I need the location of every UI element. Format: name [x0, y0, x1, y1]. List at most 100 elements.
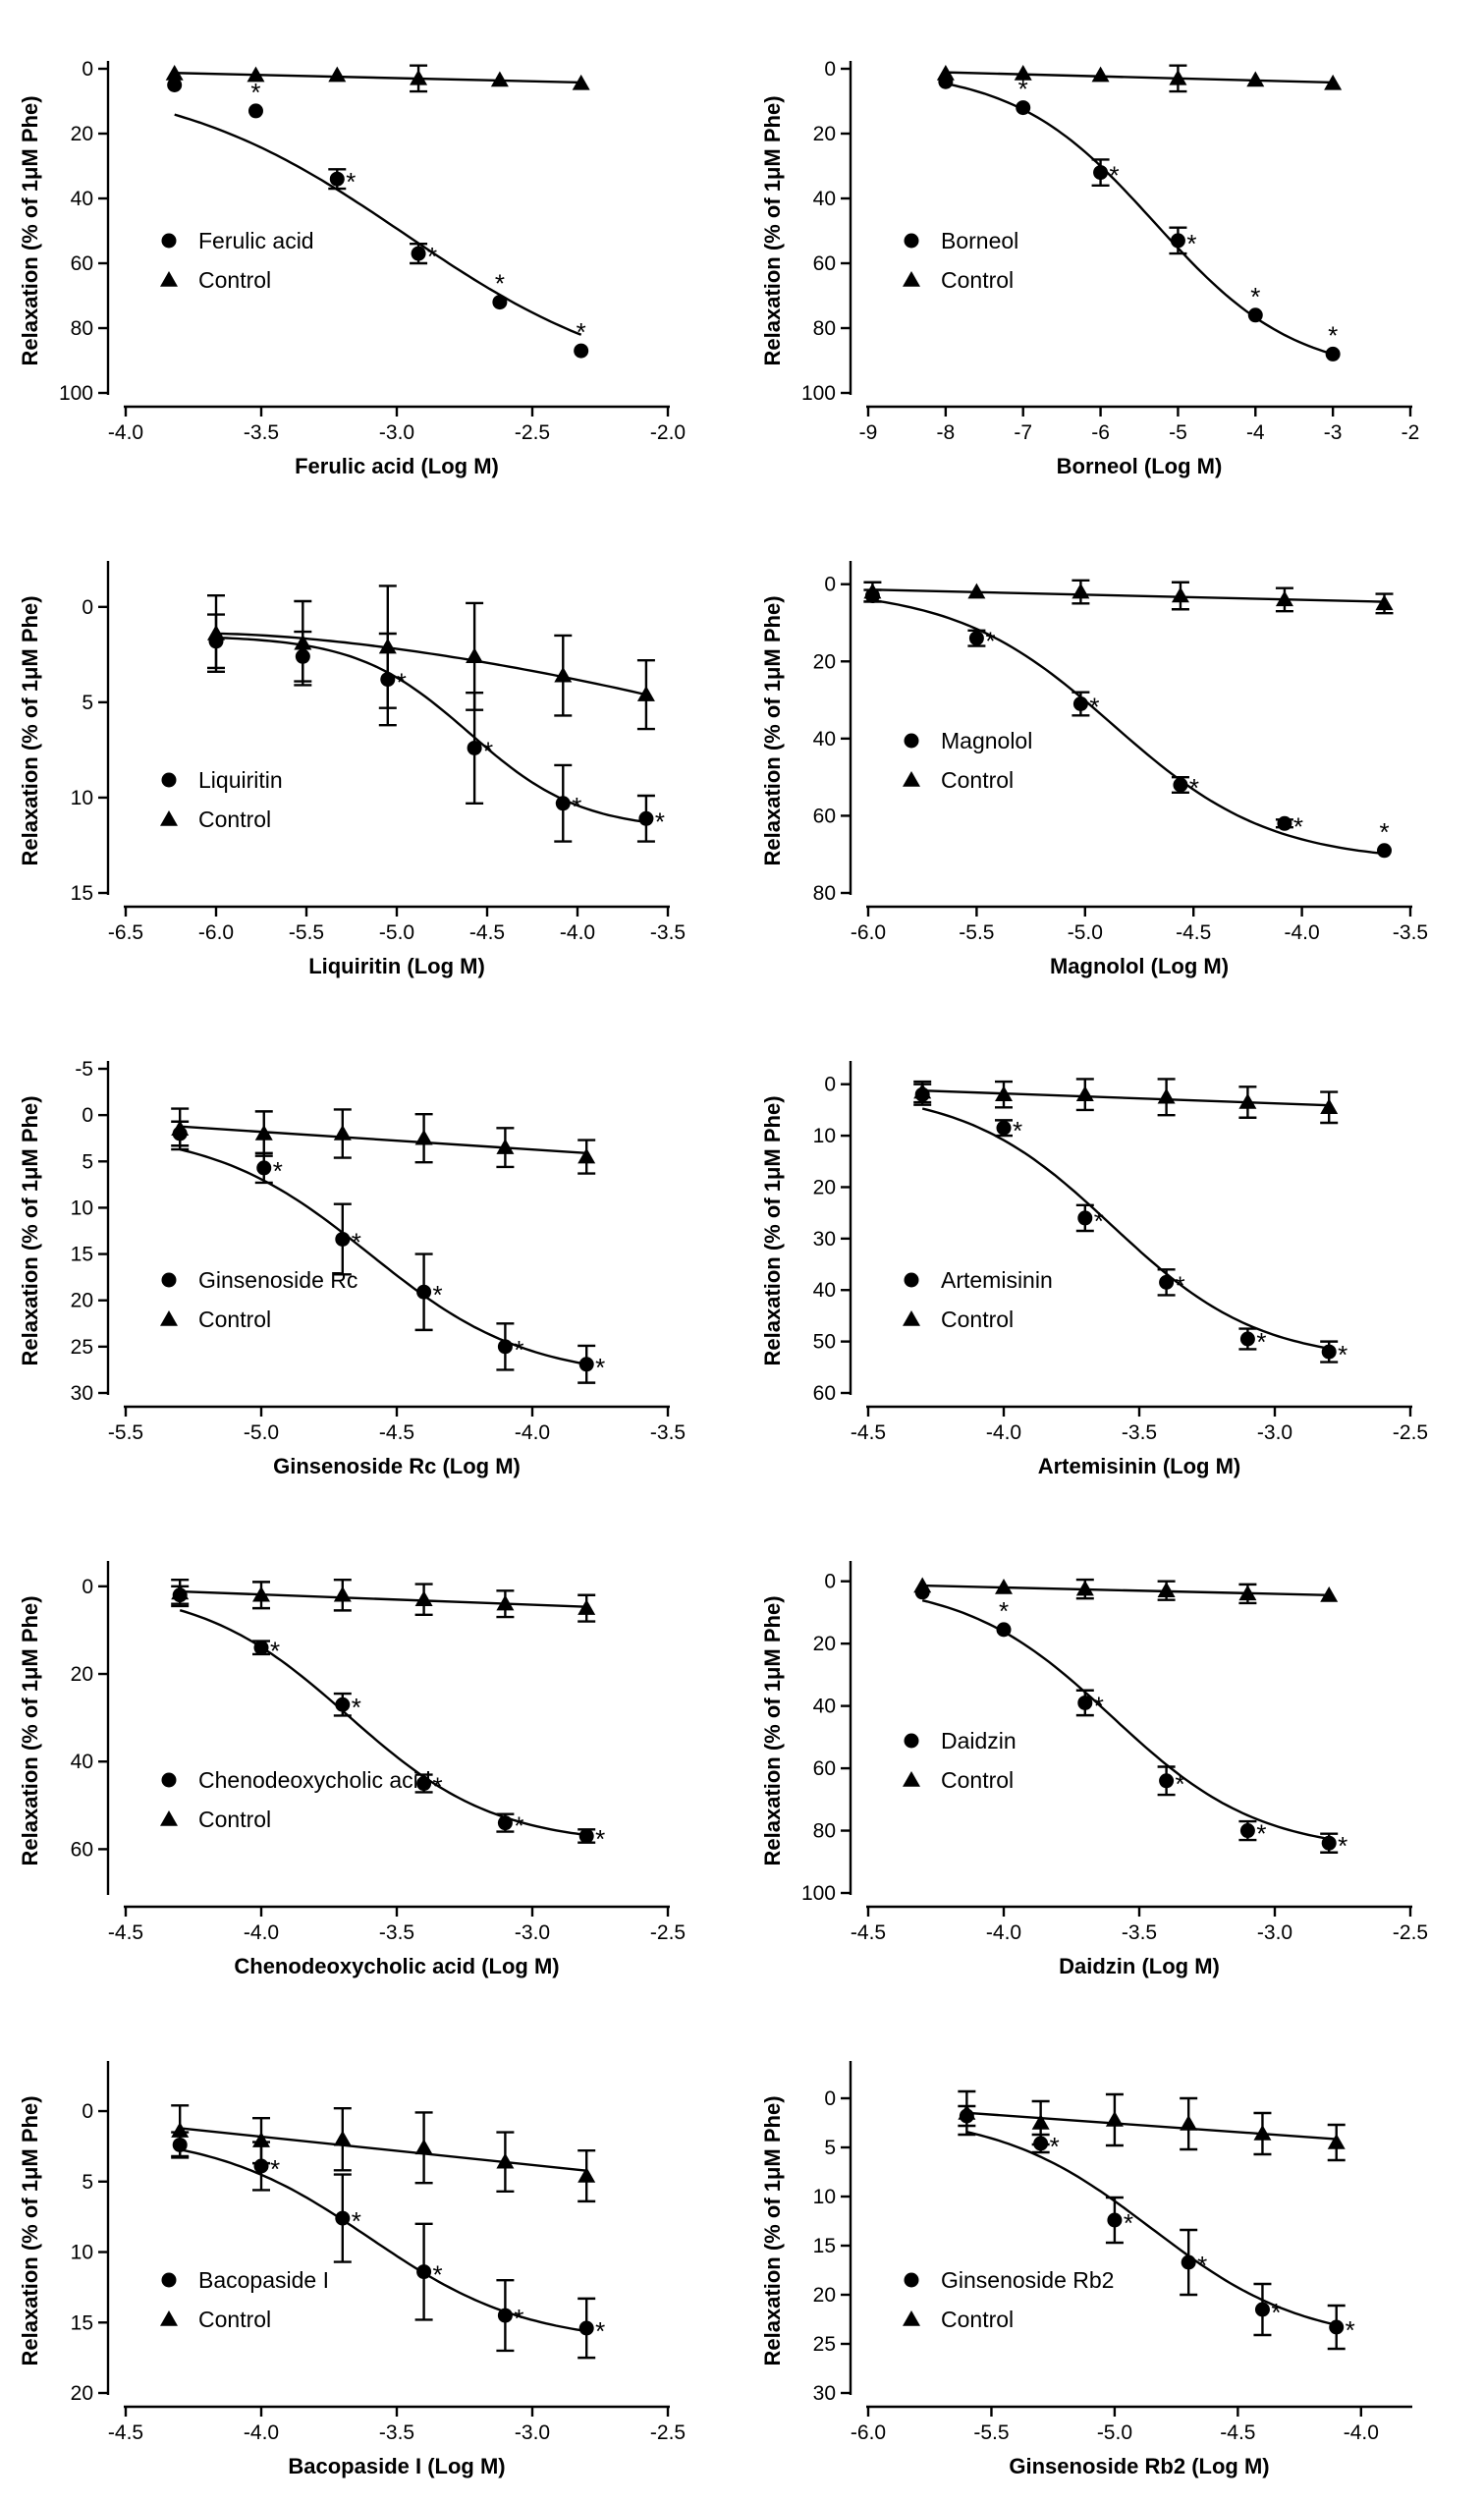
y-tick-label: 20 [813, 2284, 836, 2307]
data-point [335, 2210, 351, 2226]
fit-curve [180, 1589, 587, 1608]
control-series [936, 64, 1343, 93]
data-point [1075, 1085, 1094, 1101]
chart-svg: 0 20 40 60 80 Relaxation (% of 1μM Phe) -6.0 -5… [760, 561, 1428, 978]
data-point [913, 1083, 932, 1099]
fit-curve [922, 1584, 1330, 1597]
data-point [958, 2104, 976, 2120]
data-point [378, 638, 397, 654]
x-tick-label: -2.5 [650, 2421, 686, 2444]
x-tick-label: -3.5 [1393, 921, 1428, 944]
significance-marker: * [1250, 282, 1260, 311]
data-point [967, 583, 986, 599]
data-point [1325, 346, 1341, 362]
fit-curve [215, 636, 647, 824]
data-point [252, 2132, 270, 2147]
control-series [165, 64, 590, 93]
significance-marker: * [1050, 2132, 1060, 2161]
data-point [1329, 2319, 1345, 2335]
significance-marker: * [273, 1156, 283, 1186]
significance-marker: * [1089, 693, 1099, 722]
y-axis-title: Relaxation (% of 1μM Phe) [760, 2095, 785, 2365]
significance-marker: * [514, 2304, 523, 2333]
data-point [1157, 1582, 1176, 1597]
data-point [1327, 2134, 1346, 2149]
data-point [416, 1284, 432, 1300]
significance-marker: * [1256, 1327, 1266, 1357]
data-point [414, 1129, 433, 1145]
x-tick-label: -3.5 [379, 1921, 414, 1944]
y-axis-title: Relaxation (% of 1μM Phe) [760, 1095, 785, 1365]
x-tick-label: -7 [1014, 421, 1032, 444]
significance-marker: * [1186, 229, 1196, 258]
x-tick-label: -5.5 [108, 1421, 143, 1444]
x-tick-label: -5 [1169, 421, 1187, 444]
y-tick-label: 60 [71, 1838, 93, 1861]
data-point [254, 1125, 273, 1141]
significance-marker: * [433, 1280, 443, 1309]
fit-curve [872, 588, 1385, 603]
data-point [1246, 71, 1265, 87]
legend-circle-icon [161, 1772, 177, 1788]
x-tick-label: -4.5 [108, 2421, 143, 2444]
data-point [1321, 1835, 1337, 1851]
treatment-series: * * * * * [863, 588, 1393, 859]
y-tick-label: 80 [813, 882, 836, 905]
treatment-series: * * * * * [171, 1120, 605, 1384]
significance-marker: * [655, 807, 665, 836]
y-tick-label: 60 [813, 1382, 836, 1405]
legend-label: Control [198, 2307, 271, 2332]
y-tick-label: 10 [71, 787, 93, 809]
y-tick-label: 0 [824, 58, 836, 81]
significance-marker: * [433, 1772, 443, 1802]
chart-svg: 0 20 40 60 Relaxation (% of 1μM Phe) -4.5 -4.0… [18, 1561, 686, 1978]
x-axis-title: Ginsenoside Rc (Log M) [273, 1454, 521, 1478]
y-tick-label: 15 [71, 1244, 93, 1266]
y-tick-label: 0 [824, 574, 836, 596]
data-point [936, 64, 955, 81]
x-tick-label: -2.5 [650, 1921, 686, 1944]
data-point [1324, 74, 1343, 90]
x-tick-label: -3.5 [650, 1421, 686, 1444]
significance-marker: * [999, 1596, 1009, 1626]
data-point [496, 1139, 515, 1154]
data-point [572, 74, 590, 90]
x-tick-label: -5.5 [973, 2421, 1009, 2444]
y-tick-label: 5 [82, 1150, 93, 1173]
chart-panel: 0 5 10 15 Relaxation (% of 1μM Phe) -6.5 -6.0 -… [0, 500, 742, 1000]
legend-label: Bacopaside I [198, 2267, 329, 2293]
x-tick-label: -3.5 [1122, 1921, 1157, 1944]
chart-panel: 0 10 20 30 40 50 60 Relaxation (% of 1μM Phe) -4… [742, 1000, 1484, 1500]
control-series [171, 1107, 596, 1175]
legend-circle-icon [161, 233, 177, 249]
significance-marker: * [397, 668, 407, 697]
y-axis-title: Relaxation (% of 1μM Phe) [760, 1595, 785, 1865]
legend-label: Control [941, 1307, 1014, 1332]
y-tick-label: 25 [71, 1336, 93, 1359]
significance-marker: * [1346, 2315, 1355, 2345]
data-point [333, 1586, 352, 1602]
fit-curve [180, 1125, 587, 1154]
data-point [414, 2139, 433, 2155]
legend-label: Daidzin [941, 1728, 1017, 1753]
legend: Chenodeoxycholic acid Control [160, 1767, 431, 1832]
data-point [497, 1815, 513, 1831]
x-axis-title: Daidzin (Log M) [1059, 1954, 1220, 1978]
y-tick-label: 60 [813, 1757, 836, 1780]
chart-svg: 0 20 40 60 80 100 Relaxation (% of 1μM Phe) -4.… [18, 58, 686, 478]
significance-marker: * [1293, 811, 1303, 841]
significance-marker: * [572, 792, 581, 821]
data-point [1077, 1695, 1093, 1710]
y-tick-label: 0 [82, 1104, 93, 1127]
significance-marker: * [1338, 1340, 1347, 1369]
fit-curve [174, 72, 581, 84]
x-tick-label: -3.0 [1257, 1421, 1292, 1444]
fit-curve [945, 82, 1334, 356]
data-point [1093, 165, 1109, 181]
x-tick-label: -5.0 [1068, 921, 1103, 944]
x-tick-label: -2 [1402, 421, 1420, 444]
legend-label: Borneol [941, 228, 1018, 253]
y-tick-label: 100 [59, 382, 93, 405]
y-tick-label: 20 [813, 650, 836, 673]
legend-circle-icon [904, 733, 919, 749]
